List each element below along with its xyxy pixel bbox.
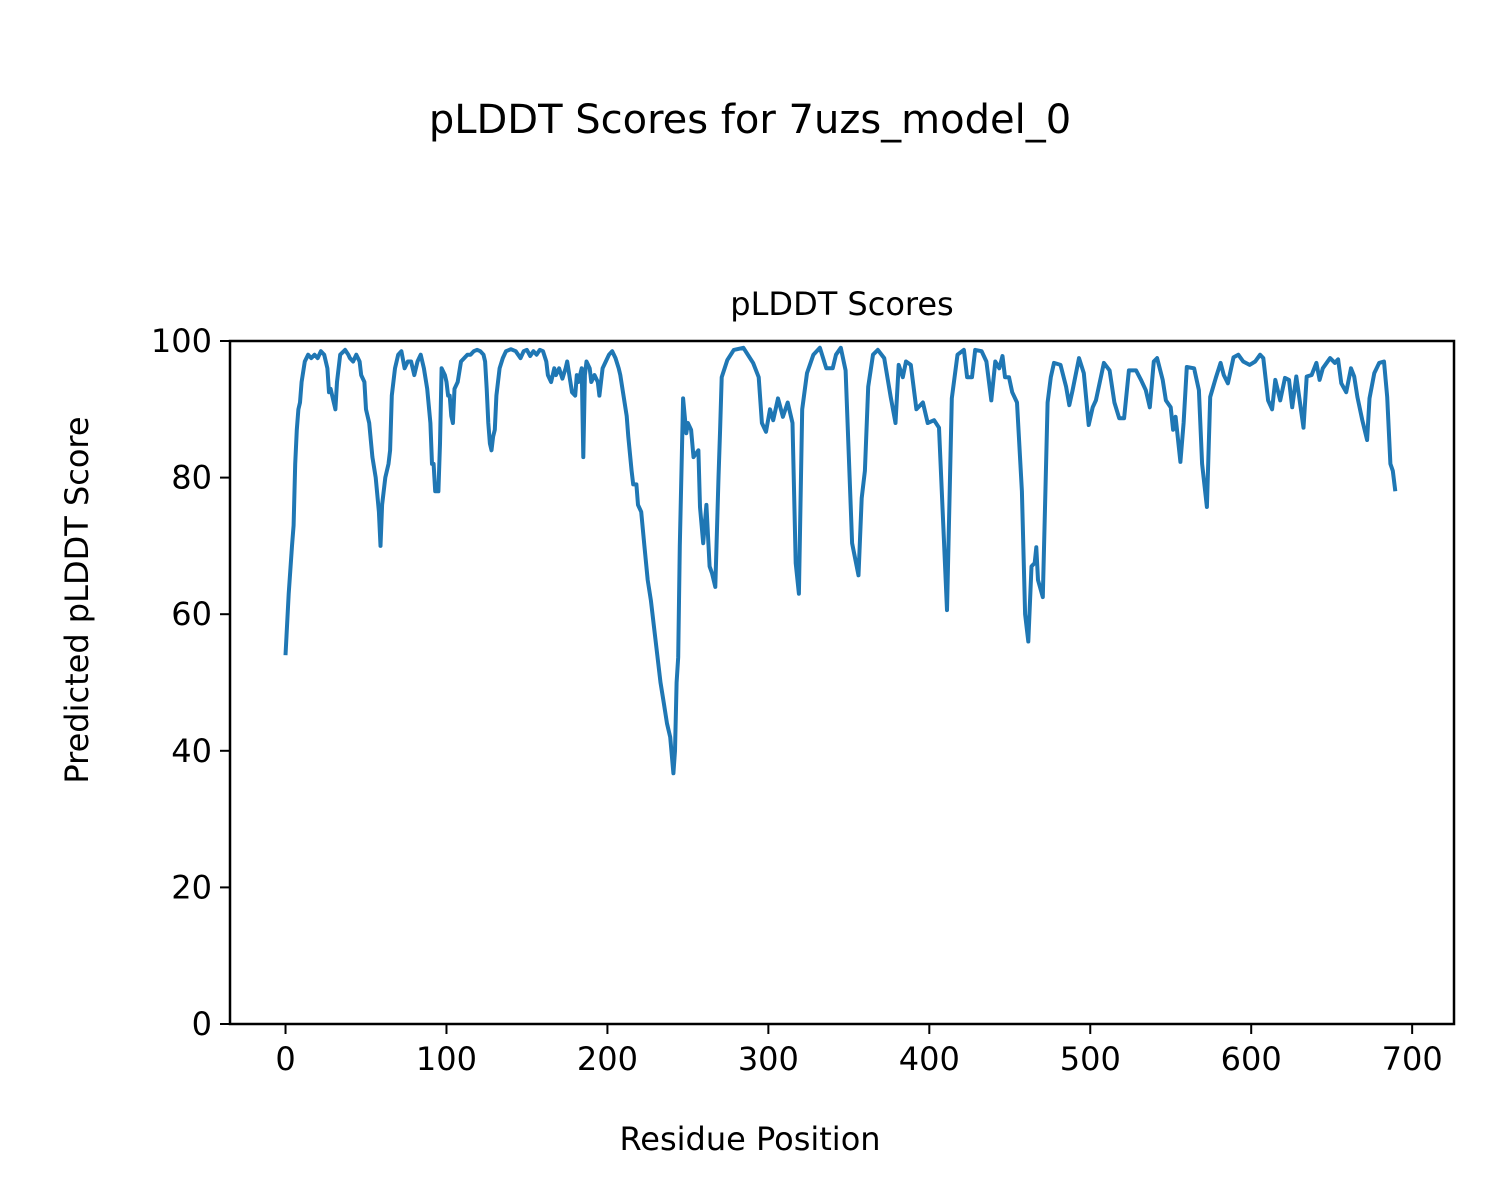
x-tick-label: 200: [577, 1040, 638, 1078]
x-tick-label: 600: [1221, 1040, 1282, 1078]
plot-area-frame: [228, 339, 1456, 1026]
x-tick-label: 700: [1382, 1040, 1443, 1078]
x-tick-label: 0: [275, 1040, 295, 1078]
y-tick-label: 80: [171, 459, 212, 497]
x-tick-label: 100: [416, 1040, 477, 1078]
y-tick-label: 20: [171, 868, 212, 906]
y-tick-label: 60: [171, 595, 212, 633]
x-axis-label: Residue Position: [619, 1120, 880, 1158]
x-tick-label: 500: [1060, 1040, 1121, 1078]
y-tick-label: 40: [171, 732, 212, 770]
y-tick-label: 100: [151, 322, 212, 360]
series-line-plddt: [283, 345, 1398, 776]
y-axis-label: Predicted pLDDT Score: [58, 416, 96, 783]
x-tick-label: 300: [738, 1040, 799, 1078]
figure-title: pLDDT Scores for 7uzs_model_0: [429, 97, 1071, 143]
axes-title: pLDDT Scores: [730, 285, 953, 323]
y-tick-label: 0: [192, 1005, 212, 1043]
x-tick-label: 400: [899, 1040, 960, 1078]
